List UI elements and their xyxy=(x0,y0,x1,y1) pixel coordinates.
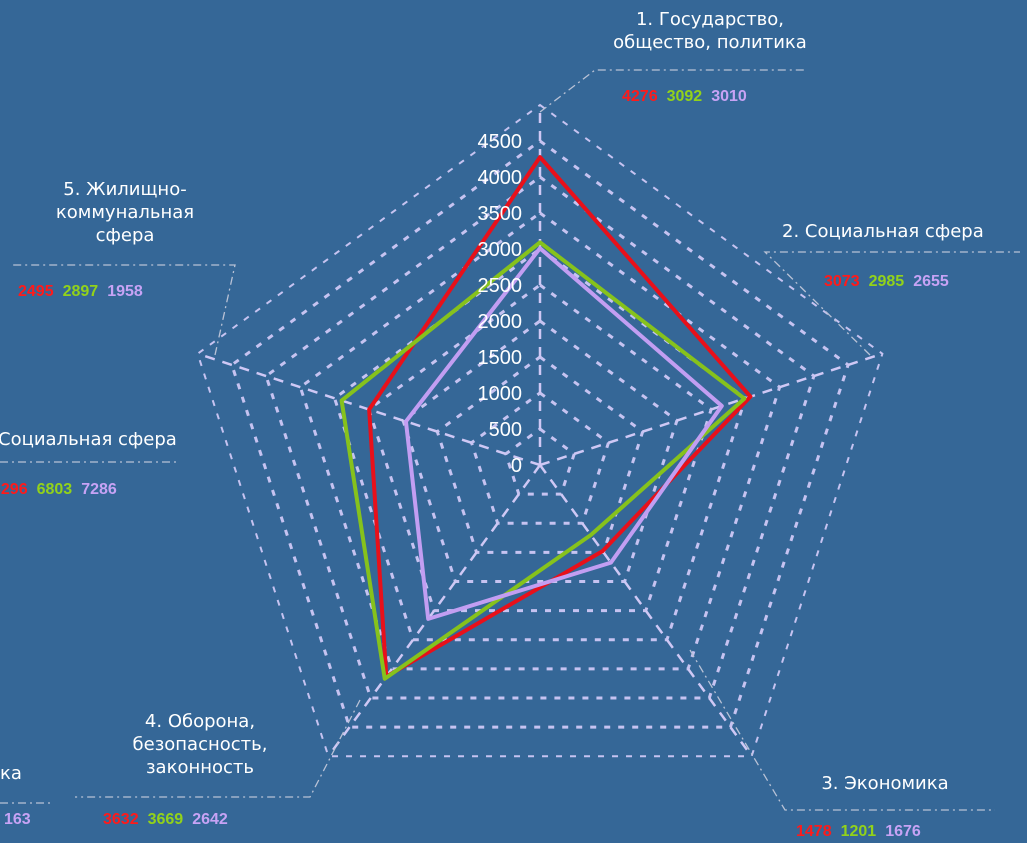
value-label: 1958 xyxy=(107,283,143,300)
annotation-leader-line xyxy=(763,251,1020,356)
value-label: 2985 xyxy=(868,273,905,290)
value-label: 2642 xyxy=(192,811,228,828)
value-label: 2495 xyxy=(18,283,54,300)
axis-label-line: безопасность, xyxy=(132,734,268,755)
radar-series-line xyxy=(403,246,724,621)
axis-label-7: ка xyxy=(0,762,22,785)
axis-label-line: сфера xyxy=(95,225,155,246)
radar-spoke xyxy=(538,464,753,757)
radar-gridline xyxy=(196,103,884,758)
axis-label-line: ка xyxy=(0,763,22,784)
axis-label-line: 4. Оборона, xyxy=(144,711,256,732)
radial-tick-label: 2000 xyxy=(478,311,523,333)
radar-gridline xyxy=(264,175,816,700)
value-label: 1201 xyxy=(840,823,877,840)
value-label: 3669 xyxy=(147,811,184,828)
radar-series-line xyxy=(367,155,753,679)
value-label: 2655 xyxy=(913,273,949,290)
value-group-7: 163 xyxy=(4,811,40,829)
value-label: 2897 xyxy=(62,283,99,300)
value-label: 6803 xyxy=(36,481,73,498)
radial-tick-label: 2500 xyxy=(478,275,523,297)
axis-label-4: 4. Оборона, безопасность, законность xyxy=(100,710,300,779)
value-label: 3073 xyxy=(824,273,860,290)
value-group-3: 1478 1201 1676 xyxy=(796,823,930,841)
value-label: 7286 xyxy=(81,481,117,498)
axis-label-line: 1. Государство, xyxy=(635,9,785,30)
axis-label-3: 3. Экономика xyxy=(800,772,970,795)
radial-tick-label: 4000 xyxy=(478,167,523,189)
value-group-5: 2495 2897 1958 xyxy=(18,283,152,301)
radial-tick-label: 1000 xyxy=(478,383,523,405)
axis-label-line: Социальная сфера xyxy=(0,429,177,450)
value-group-6: 6296 6803 7286 xyxy=(0,481,126,499)
value-label: 4276 xyxy=(622,88,658,105)
radar-spoke xyxy=(539,352,883,467)
value-group-1: 4276 3092 3010 xyxy=(622,88,756,106)
radial-tick-label: 3000 xyxy=(478,239,523,261)
value-group-2: 3073 2985 2655 xyxy=(824,273,958,291)
value-label: 3092 xyxy=(666,88,703,105)
annotation-leader-line xyxy=(10,264,236,356)
axis-label-2: 2. Социальная сфера xyxy=(782,220,1027,243)
value-group-4: 3632 3669 2642 xyxy=(103,811,237,829)
axis-label-1: 1. Государство, общество, политика xyxy=(580,8,840,54)
radar-spoke xyxy=(327,464,542,757)
axis-label-line: коммунальная xyxy=(55,202,195,223)
axis-label-5: 5. Жилищно- коммунальная сфера xyxy=(10,178,240,247)
annotation-leader-line xyxy=(75,699,361,798)
axis-label-line: 2. Социальная сфера xyxy=(782,221,984,242)
radar-gridline xyxy=(298,211,782,671)
value-label: 1478 xyxy=(796,823,832,840)
axis-label-6: Социальная сфера xyxy=(0,428,177,451)
radial-tick-label: 1500 xyxy=(478,347,523,369)
axis-label-line: общество, политика xyxy=(613,32,807,53)
value-label: 1676 xyxy=(885,823,921,840)
value-label: 3010 xyxy=(711,88,747,105)
radar-series-line xyxy=(339,240,747,681)
annotation-leader-line xyxy=(539,69,805,113)
axis-label-line: 3. Экономика xyxy=(821,773,949,794)
radial-tick-label: 3500 xyxy=(478,203,523,225)
radial-tick-label: 0 xyxy=(511,455,522,477)
radar-spoke xyxy=(197,352,541,467)
radial-tick-label: 4500 xyxy=(478,131,523,153)
radial-tick-label: 500 xyxy=(489,419,522,441)
value-label: 6296 xyxy=(0,481,28,498)
annotation-leader-line xyxy=(689,649,995,811)
axis-label-line: 5. Жилищно- xyxy=(63,179,187,200)
radar-gridline xyxy=(469,391,611,525)
radar-gridline xyxy=(401,319,679,583)
axis-label-line: законность xyxy=(145,757,255,778)
value-label: 163 xyxy=(4,811,31,828)
value-label: 3632 xyxy=(103,811,139,828)
radar-gridline xyxy=(230,139,850,729)
